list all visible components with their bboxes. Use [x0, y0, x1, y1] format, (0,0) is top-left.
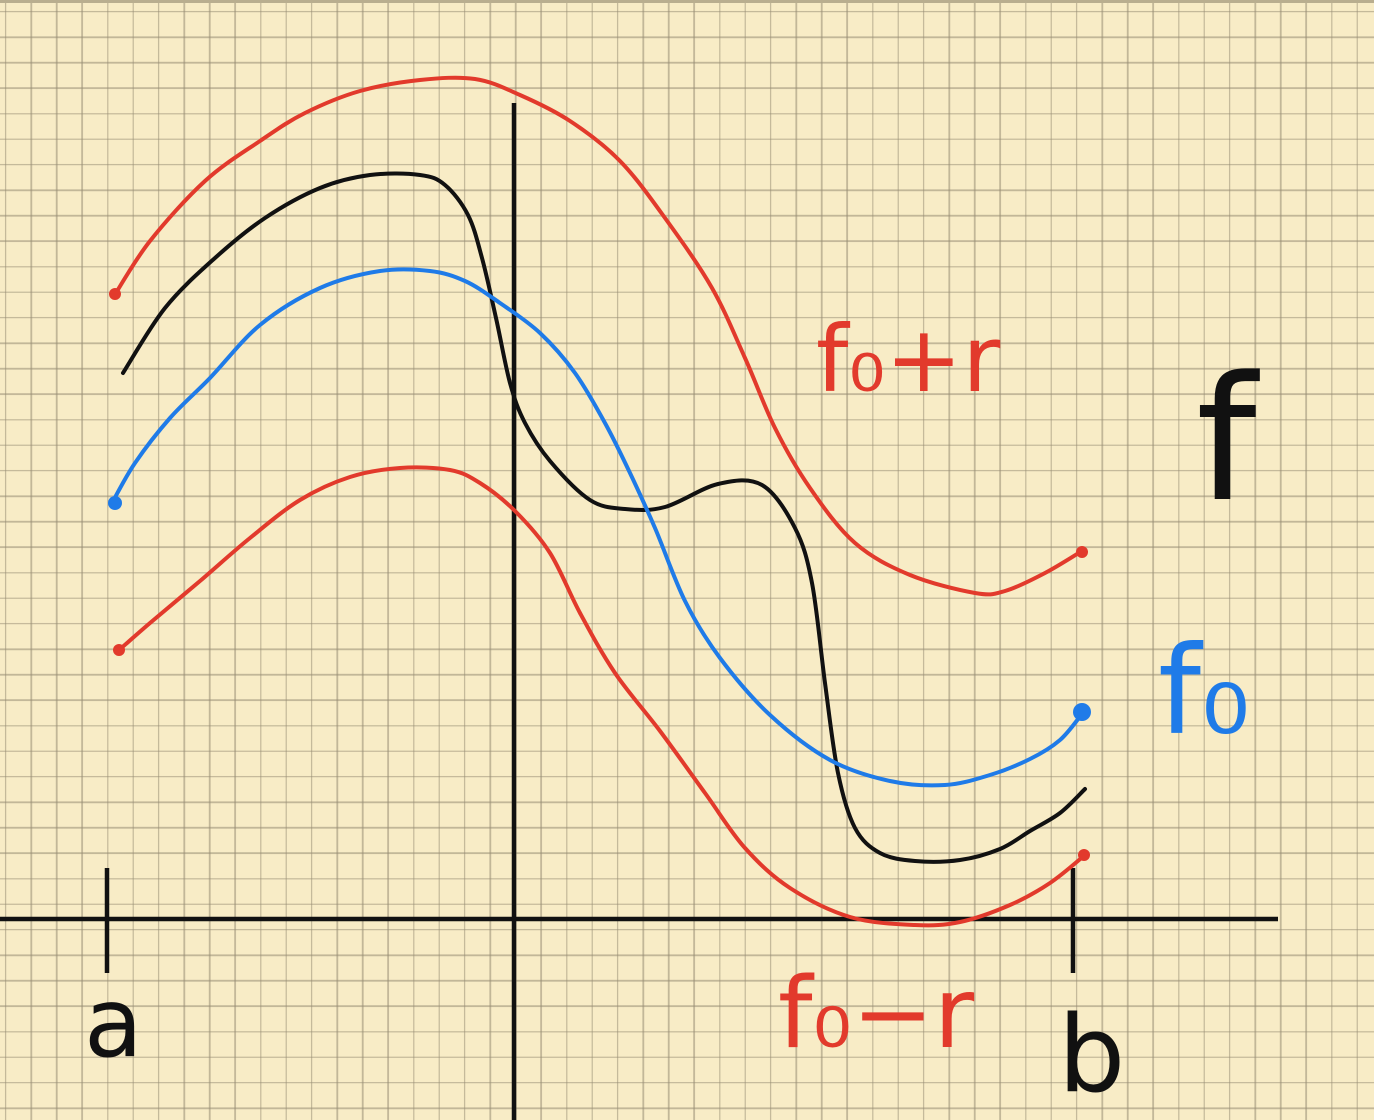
label-b: b: [1058, 993, 1125, 1116]
label-f: f: [1196, 339, 1260, 540]
curve-f0-minus-r: [116, 465, 1087, 928]
curve-f0: [110, 267, 1084, 788]
f0-minus-r-end-dot: [1078, 849, 1090, 861]
curve-f0-plus-r: [112, 75, 1084, 597]
f0-plus-r-end-dot: [1076, 546, 1088, 558]
label-a: a: [84, 967, 143, 1079]
diagram-svg: f₀+r f f₀ f₀−r a b: [0, 75, 1278, 1120]
label-f0-plus-r: f₀+r: [816, 306, 1000, 413]
f0-minus-r-start-dot: [113, 644, 125, 656]
label-f0-minus-r: f₀−r: [778, 957, 975, 1071]
label-f0: f₀: [1158, 620, 1250, 762]
f0-plus-r-start-dot: [109, 288, 121, 300]
curve-f: [121, 171, 1087, 864]
f0-end-dot: [1073, 703, 1091, 721]
f0-start-dot: [108, 496, 122, 510]
